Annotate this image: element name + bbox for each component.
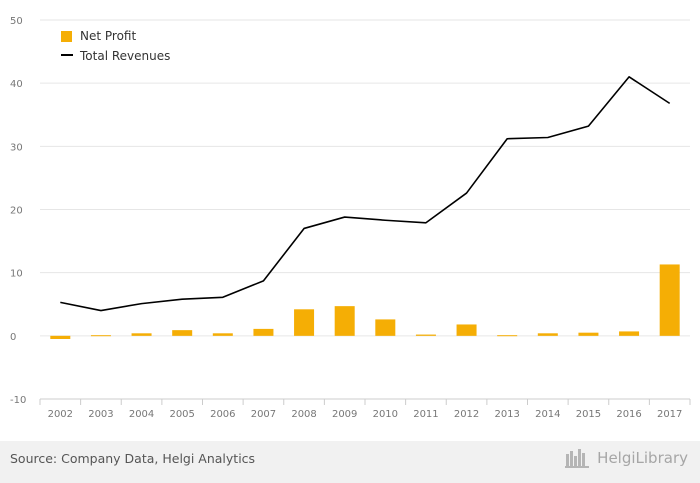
net-profit-bars xyxy=(50,264,680,339)
y-tick-label: 0 xyxy=(10,332,16,343)
legend-label-total-revenues: Total Revenues xyxy=(79,49,170,63)
x-tick-label: 2008 xyxy=(291,409,316,420)
x-tick-label: 2004 xyxy=(129,409,154,420)
x-tick-label: 2002 xyxy=(48,409,73,420)
x-tick-label: 2014 xyxy=(535,409,560,420)
y-tick-label: 10 xyxy=(10,269,23,280)
legend-label-net-profit: Net Profit xyxy=(80,29,136,43)
x-tick-label: 2010 xyxy=(373,409,398,420)
grid-lines xyxy=(40,19,690,400)
bar-net-profit-2017 xyxy=(659,264,680,336)
x-tick-label: 2013 xyxy=(494,409,519,420)
bar-net-profit-2005 xyxy=(172,330,193,336)
brand-logo: HelgiLibrary xyxy=(565,448,688,468)
y-tick-label: 40 xyxy=(10,79,23,90)
bar-net-profit-2002 xyxy=(50,335,71,339)
legend: Net Profit Total Revenues xyxy=(61,29,170,63)
source-note: Source: Company Data, Helgi Analytics xyxy=(10,451,256,466)
y-tick-label: 30 xyxy=(10,142,23,153)
line-total-revenues xyxy=(60,76,671,312)
y-tick-label: -10 xyxy=(10,395,26,406)
x-tick-label: 2011 xyxy=(413,409,438,420)
bar-net-profit-2010 xyxy=(375,319,396,336)
x-tick-label: 2007 xyxy=(251,409,276,420)
x-tick-label: 2016 xyxy=(616,409,641,420)
bar-net-profit-2011 xyxy=(415,334,436,336)
y-axis-ticks: -10 0 10 20 30 40 50 xyxy=(10,16,26,406)
bar-net-profit-2012 xyxy=(456,324,477,336)
y-tick-label: 20 xyxy=(10,206,23,217)
x-axis: 2002 2003 2004 2005 2006 2007 2008 2009 2010 2011… xyxy=(39,398,691,420)
bar-net-profit-2008 xyxy=(294,309,315,336)
legend-swatch-net-profit xyxy=(61,31,72,42)
bar-net-profit-2003 xyxy=(90,335,111,337)
x-tick-label: 2012 xyxy=(454,409,479,420)
bar-net-profit-2016 xyxy=(619,331,640,336)
bar-net-profit-2009 xyxy=(334,306,355,336)
bar-net-profit-2006 xyxy=(212,333,233,336)
x-tick-label: 2009 xyxy=(332,409,357,420)
total-revenues-line xyxy=(60,76,671,312)
bar-net-profit-2013 xyxy=(497,335,518,337)
x-tick-label: 2017 xyxy=(657,409,682,420)
y-tick-label: 50 xyxy=(10,16,23,27)
library-icon xyxy=(565,449,590,468)
bar-net-profit-2014 xyxy=(537,333,558,336)
x-tick-label: 2005 xyxy=(169,409,194,420)
bar-net-profit-2007 xyxy=(253,328,274,336)
x-tick-label: 2003 xyxy=(88,409,113,420)
x-tick-label: 2015 xyxy=(576,409,601,420)
brand-name: HelgiLibrary xyxy=(597,449,688,467)
bar-net-profit-2015 xyxy=(578,332,599,336)
bar-net-profit-2004 xyxy=(131,333,152,336)
x-tick-label: 2006 xyxy=(210,409,235,420)
